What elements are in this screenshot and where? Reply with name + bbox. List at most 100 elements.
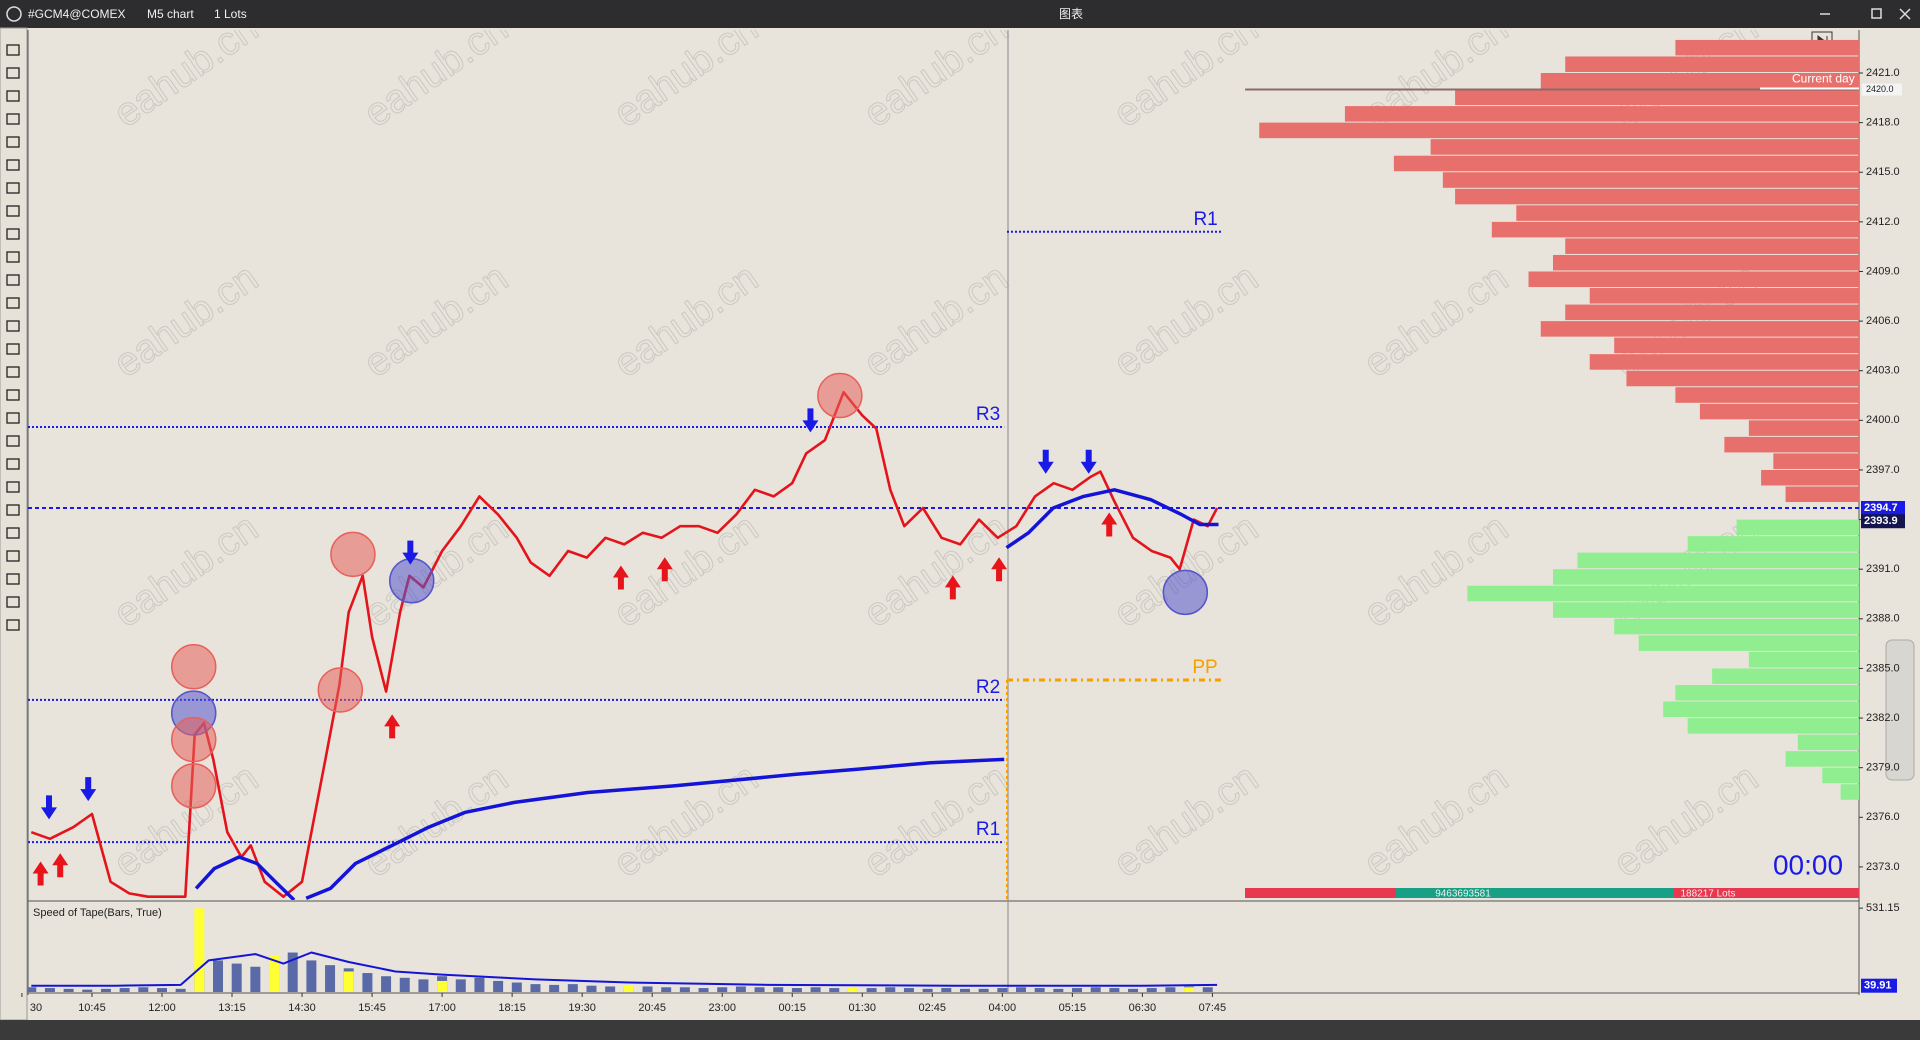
tape-bar bbox=[343, 971, 354, 992]
pivot-label: R2 bbox=[976, 677, 1000, 698]
tool-button[interactable] bbox=[6, 527, 20, 539]
x-tick-label: 13:15 bbox=[218, 1002, 246, 1014]
y-tick-label: 2379.0 bbox=[1866, 762, 1900, 774]
tool-button[interactable] bbox=[6, 596, 20, 608]
profile-bar bbox=[1761, 469, 1859, 486]
tape-bar bbox=[698, 988, 709, 992]
tool-button[interactable] bbox=[6, 228, 20, 240]
tape-bar bbox=[156, 988, 167, 992]
sell-arrow bbox=[402, 540, 419, 565]
tape-bar bbox=[1184, 987, 1195, 992]
tool-button[interactable] bbox=[6, 274, 20, 286]
x-tick-label: 17:00 bbox=[428, 1002, 456, 1014]
tape-bar bbox=[1072, 988, 1083, 992]
symbol[interactable]: #GCM4@COMEX bbox=[28, 7, 126, 21]
tape-bar bbox=[567, 984, 578, 992]
tape-line bbox=[31, 951, 1218, 987]
tool-button[interactable] bbox=[6, 205, 20, 217]
profile-bar bbox=[1516, 205, 1859, 221]
tool-button[interactable] bbox=[6, 435, 20, 447]
timeframe[interactable]: M5 chart bbox=[147, 7, 194, 21]
tool-button[interactable] bbox=[6, 343, 20, 355]
tool-button[interactable] bbox=[6, 481, 20, 493]
profile-bar bbox=[1553, 602, 1859, 618]
title-bar bbox=[0, 0, 1920, 28]
profile-bar bbox=[1840, 784, 1859, 800]
app-icon[interactable] bbox=[6, 6, 22, 22]
tape-bar bbox=[1146, 988, 1157, 992]
maximize[interactable] bbox=[1871, 8, 1882, 19]
footer-sell-2 bbox=[1674, 888, 1859, 898]
tool-button[interactable] bbox=[6, 320, 20, 332]
sell-arrow bbox=[41, 795, 58, 820]
tape-bar bbox=[922, 988, 933, 992]
buy-arrow bbox=[656, 557, 673, 582]
tape-bar bbox=[194, 908, 205, 992]
tape-bar bbox=[773, 987, 784, 992]
side-widget[interactable] bbox=[1885, 639, 1915, 781]
tape-bar bbox=[997, 988, 1008, 992]
lots[interactable]: 1 Lots bbox=[214, 7, 247, 21]
tool-button[interactable] bbox=[6, 159, 20, 171]
tape-bar bbox=[1015, 987, 1026, 992]
y-tick-label: 2391.0 bbox=[1866, 563, 1900, 575]
profile-bar bbox=[1699, 403, 1859, 420]
tape-bar bbox=[866, 988, 877, 992]
scrollbar[interactable] bbox=[0, 1020, 1920, 1040]
signal-circle bbox=[389, 558, 435, 604]
profile-bar bbox=[1638, 635, 1859, 651]
tool-button[interactable] bbox=[6, 619, 20, 631]
buy-arrow bbox=[991, 557, 1008, 582]
tool-button[interactable] bbox=[6, 182, 20, 194]
tool-button[interactable] bbox=[6, 44, 20, 56]
tool-button[interactable] bbox=[6, 297, 20, 309]
tape-bar bbox=[399, 977, 410, 992]
signal-circle bbox=[1162, 569, 1209, 616]
tool-button[interactable] bbox=[6, 504, 20, 516]
profile-bar bbox=[1675, 387, 1859, 403]
signal-circle bbox=[170, 644, 217, 690]
tool-button[interactable] bbox=[6, 251, 20, 263]
tool-button[interactable] bbox=[6, 90, 20, 102]
profile-bar bbox=[1675, 39, 1859, 56]
buy-arrow bbox=[944, 575, 961, 600]
tool-button[interactable] bbox=[6, 550, 20, 562]
profile-bar bbox=[1748, 651, 1859, 668]
x-tick-label: 07:45 bbox=[1199, 1002, 1227, 1014]
tape-bar bbox=[623, 985, 634, 992]
x-tick-label: 18:15 bbox=[498, 1002, 526, 1014]
tool-button[interactable] bbox=[6, 412, 20, 424]
y-tick-label: 2382.0 bbox=[1866, 712, 1900, 724]
profile-bar bbox=[1565, 238, 1859, 254]
tool-button[interactable] bbox=[6, 573, 20, 585]
close[interactable] bbox=[1899, 8, 1911, 20]
profile-bar bbox=[1577, 552, 1859, 569]
tool-button[interactable] bbox=[6, 113, 20, 125]
y-tick-label: 2418.0 bbox=[1866, 117, 1900, 129]
y-tick-label: 2412.0 bbox=[1866, 216, 1900, 228]
tool-button[interactable] bbox=[6, 366, 20, 378]
x-tick-label: 30 bbox=[30, 1002, 42, 1014]
footer-sell bbox=[1245, 888, 1396, 898]
tool-button[interactable] bbox=[6, 389, 20, 401]
tape-bar bbox=[549, 984, 560, 992]
profile-bar bbox=[1553, 569, 1859, 585]
x-tick-label: 20:45 bbox=[638, 1002, 666, 1014]
buy-arrow bbox=[384, 714, 401, 739]
tape-bar bbox=[1090, 987, 1101, 992]
indicator-value-tag bbox=[1861, 978, 1897, 993]
pivot-label: R1 bbox=[1193, 209, 1217, 230]
tool-button[interactable] bbox=[6, 67, 20, 79]
profile-bar bbox=[1259, 122, 1859, 139]
profile-bar bbox=[1748, 420, 1859, 436]
tool-button[interactable] bbox=[6, 458, 20, 470]
pivot-label: PP bbox=[1192, 657, 1217, 678]
tape-bar bbox=[586, 985, 597, 992]
profile-bar bbox=[1528, 271, 1859, 288]
current-day-tick-box bbox=[1862, 83, 1902, 96]
tool-button[interactable] bbox=[6, 136, 20, 148]
indicator-title: Speed of Tape(Bars, True) bbox=[33, 907, 162, 919]
profile-bar bbox=[1785, 486, 1859, 503]
tape-bar bbox=[1128, 988, 1139, 992]
